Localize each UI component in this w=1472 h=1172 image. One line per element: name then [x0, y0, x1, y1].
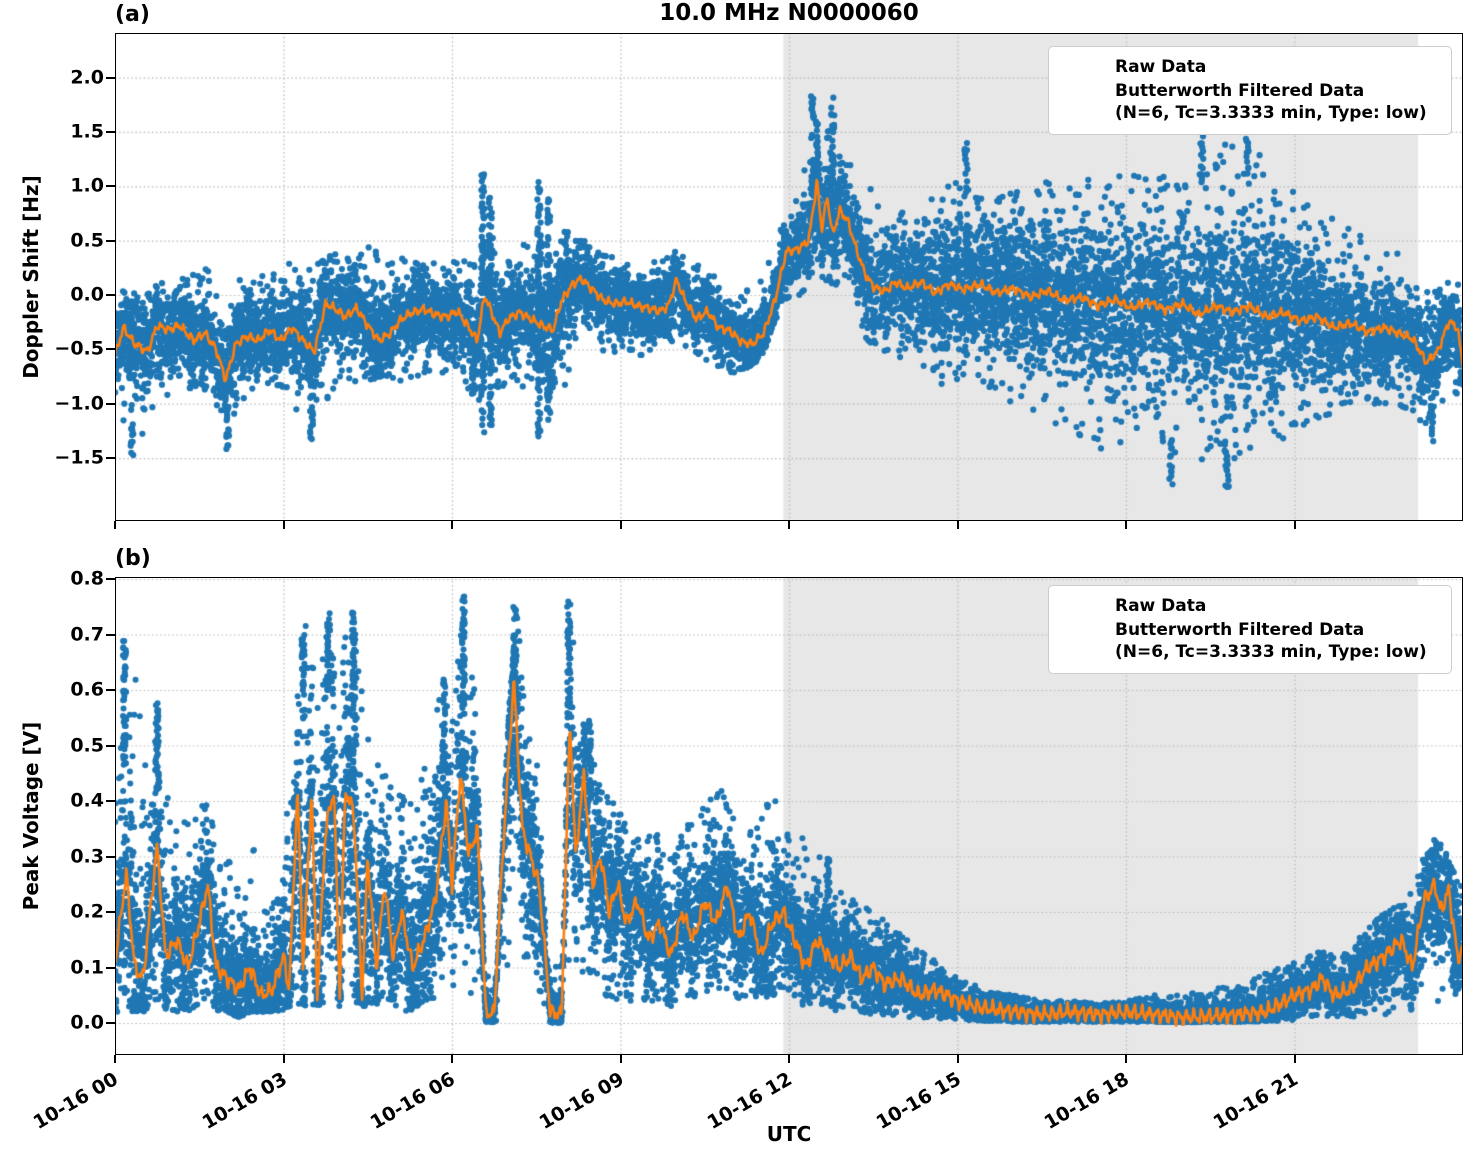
legend-filtered-label-line1: Butterworth Filtered Data — [1115, 81, 1365, 101]
y-tick-mark — [106, 689, 115, 691]
y-tick-label: 0.3 — [70, 845, 104, 868]
y-tick-mark — [106, 855, 115, 858]
x-tick-mark — [788, 1055, 790, 1063]
filtered-line-icon — [1061, 101, 1101, 104]
y-tick-label: 0.0 — [70, 1011, 104, 1034]
legend-filtered-label: Butterworth Filtered Data (N=6, Tc=3.333… — [1115, 619, 1427, 663]
x-tick-mark — [1293, 521, 1296, 529]
filtered-line-marker-wrap — [1059, 640, 1103, 643]
y-tick-label: 0.1 — [70, 956, 104, 979]
y-axis-label-doppler: Doppler Shift [Hz] — [19, 175, 43, 379]
y-tick-mark — [106, 911, 115, 913]
x-tick-mark — [619, 521, 622, 529]
y-tick-mark — [106, 294, 115, 296]
raw-data-marker-wrap — [1059, 602, 1103, 611]
y-tick-label: 1.0 — [70, 174, 104, 197]
y-tick-mark — [106, 76, 115, 79]
y-tick-label: 1.5 — [70, 120, 104, 143]
y-tick-mark — [106, 457, 115, 460]
y-tick-label: 0.2 — [70, 900, 104, 923]
y-tick-mark — [106, 1022, 115, 1024]
raw-data-dot-icon — [1077, 602, 1086, 611]
legend-raw-label: Raw Data — [1115, 57, 1207, 77]
y-tick-mark — [106, 348, 115, 351]
x-tick-mark — [114, 1055, 116, 1063]
y-tick-label: −1.0 — [54, 392, 104, 415]
x-axis-label: UTC — [766, 1122, 812, 1146]
y-axis-label-voltage: Peak Voltage [V] — [19, 721, 43, 911]
panel-a-tag: (a) — [115, 2, 150, 27]
x-tick-mark — [619, 1055, 622, 1063]
legend-filtered-label-line2: (N=6, Tc=3.3333 min, Type: low) — [1115, 103, 1427, 123]
legend-filtered-label: Butterworth Filtered Data (N=6, Tc=3.333… — [1115, 80, 1427, 124]
y-tick-label: −1.5 — [54, 446, 104, 469]
y-tick-mark — [106, 185, 115, 188]
legend-row-filtered: Butterworth Filtered Data (N=6, Tc=3.333… — [1059, 619, 1441, 663]
y-tick-label: 2.0 — [70, 66, 104, 89]
x-tick-mark — [451, 1055, 453, 1063]
y-tick-mark — [106, 800, 115, 802]
legend-row-filtered: Butterworth Filtered Data (N=6, Tc=3.333… — [1059, 80, 1441, 124]
x-tick-mark — [788, 521, 790, 529]
x-tick-mark — [451, 521, 453, 529]
x-tick-mark — [1125, 521, 1127, 529]
y-tick-label: 0.5 — [70, 734, 104, 757]
y-tick-label: 0.8 — [70, 567, 104, 590]
x-tick-mark — [282, 1055, 285, 1063]
x-tick-mark — [956, 521, 959, 529]
x-tick-mark — [1293, 1055, 1296, 1063]
chart-title: 10.0 MHz N0000060 — [659, 0, 919, 26]
y-tick-label: 0.0 — [70, 283, 104, 306]
y-tick-label: 0.4 — [70, 789, 104, 812]
y-tick-mark — [106, 578, 115, 580]
y-tick-mark — [106, 633, 115, 636]
y-tick-mark — [106, 966, 115, 969]
y-tick-label: 0.5 — [70, 229, 104, 252]
x-tick-mark — [956, 1055, 959, 1063]
y-tick-label: 0.6 — [70, 678, 104, 701]
legend-row-raw: Raw Data — [1059, 595, 1441, 617]
legend-panel-a: Raw Data Butterworth Filtered Data (N=6,… — [1048, 46, 1452, 135]
panel-b-tag: (b) — [115, 546, 151, 571]
filtered-line-icon — [1061, 640, 1101, 643]
y-tick-label: −0.5 — [54, 337, 104, 360]
legend-raw-label: Raw Data — [1115, 596, 1207, 616]
raw-data-marker-wrap — [1059, 63, 1103, 72]
y-tick-mark — [106, 402, 115, 405]
y-tick-mark — [106, 744, 115, 747]
x-tick-mark — [282, 521, 285, 529]
legend-row-raw: Raw Data — [1059, 56, 1441, 78]
y-tick-label: 0.7 — [70, 623, 104, 646]
filtered-line-marker-wrap — [1059, 101, 1103, 104]
x-tick-mark — [1125, 1055, 1127, 1063]
x-tick-label: 10-16 00 — [29, 1068, 122, 1134]
legend-panel-b: Raw Data Butterworth Filtered Data (N=6,… — [1048, 585, 1452, 674]
legend-filtered-label-line2: (N=6, Tc=3.3333 min, Type: low) — [1115, 642, 1427, 662]
legend-filtered-label-line1: Butterworth Filtered Data — [1115, 620, 1365, 640]
y-tick-mark — [106, 130, 115, 133]
x-tick-mark — [114, 521, 116, 529]
y-tick-mark — [106, 239, 115, 242]
raw-data-dot-icon — [1077, 63, 1086, 72]
